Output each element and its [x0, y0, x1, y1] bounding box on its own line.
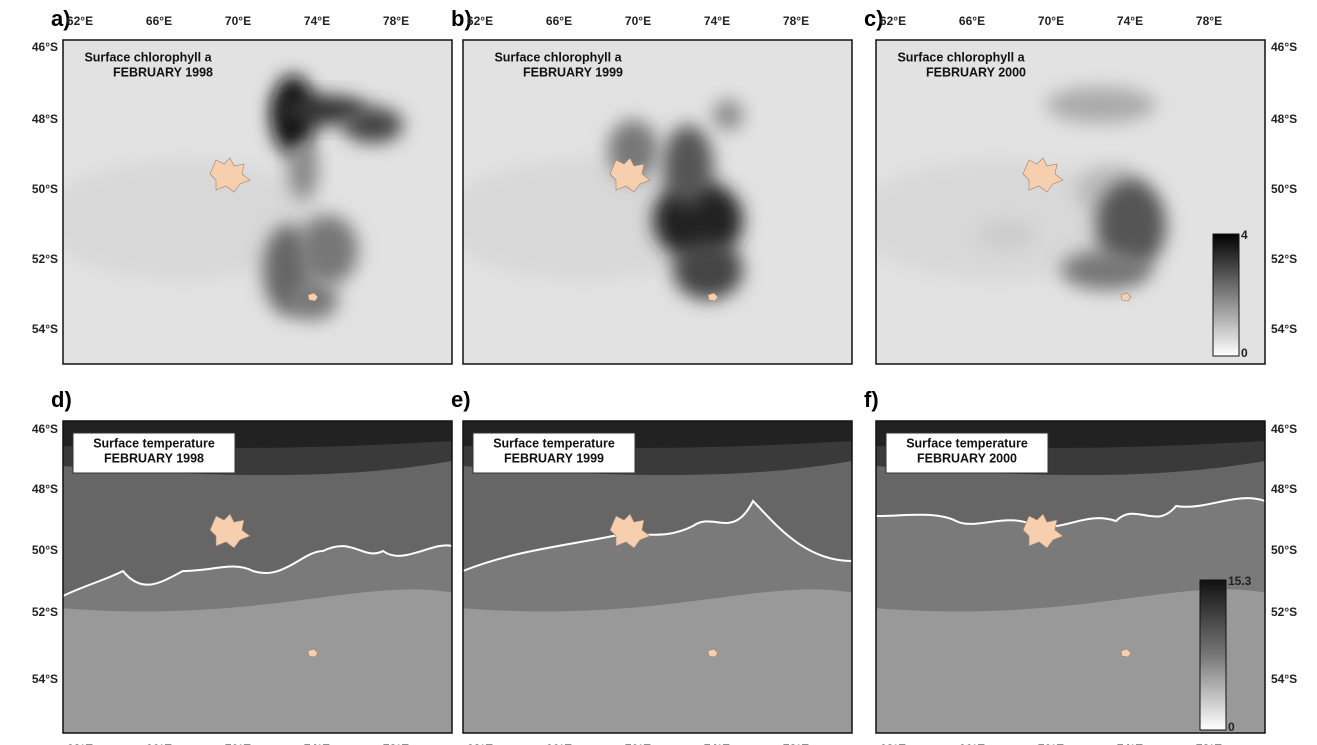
- map-area: [443, 40, 852, 364]
- lon-label: 74°E: [304, 14, 330, 28]
- lat-label: 52°S: [1271, 605, 1297, 619]
- lat-label: 52°S: [1271, 252, 1297, 266]
- colorbar-min: 0: [1228, 720, 1235, 734]
- panel-title: Surface chlorophyll a: [494, 50, 622, 64]
- panel-title: FEBRUARY 1998: [104, 451, 204, 465]
- lat-label: 54°S: [1271, 672, 1297, 686]
- panel-label: f): [864, 387, 879, 412]
- panel-label: e): [451, 387, 471, 412]
- lon-label: 70°E: [225, 14, 251, 28]
- lon-label: 66°E: [546, 14, 572, 28]
- lon-label: 62°E: [880, 14, 906, 28]
- panel-title: FEBRUARY 2000: [926, 65, 1026, 79]
- lat-label: 54°S: [1271, 322, 1297, 336]
- lon-label: 78°E: [383, 14, 409, 28]
- lat-label: 50°S: [1271, 543, 1297, 557]
- chlorophyll-patch: [976, 220, 1036, 250]
- colorbar: [1213, 234, 1239, 356]
- map-area: [856, 40, 1265, 364]
- panel-title: Surface chlorophyll a: [897, 50, 1025, 64]
- lat-label: 48°S: [32, 112, 58, 126]
- lat-label: 54°S: [32, 672, 58, 686]
- lat-label: 54°S: [32, 322, 58, 336]
- lat-label: 50°S: [1271, 182, 1297, 196]
- chlorophyll-patch: [1046, 87, 1156, 123]
- colorbar-min: 0: [1241, 346, 1248, 360]
- lat-label: 50°S: [32, 543, 58, 557]
- lon-label: 62°E: [67, 14, 93, 28]
- panel-title: Surface temperature: [906, 436, 1028, 450]
- lon-label: 66°E: [146, 14, 172, 28]
- lat-label: 52°S: [32, 605, 58, 619]
- lat-label: 48°S: [1271, 112, 1297, 126]
- panel-title: Surface temperature: [493, 436, 615, 450]
- lon-label: 74°E: [704, 14, 730, 28]
- panel-title: Surface temperature: [93, 436, 215, 450]
- lon-label: 78°E: [1196, 14, 1222, 28]
- lat-label: 52°S: [32, 252, 58, 266]
- map-area: [43, 40, 452, 364]
- lon-label: 70°E: [1038, 14, 1064, 28]
- lon-label: 70°E: [625, 14, 651, 28]
- chlorophyll-patch: [343, 107, 403, 143]
- lat-label: 50°S: [32, 182, 58, 196]
- chlorophyll-patch: [663, 125, 713, 205]
- lat-label: 48°S: [32, 482, 58, 496]
- panel-title: FEBRUARY 2000: [917, 451, 1017, 465]
- colorbar: [1200, 580, 1226, 730]
- figure: a)Surface chlorophyll aFEBRUARY 199862°E…: [0, 0, 1317, 745]
- colorbar-max: 15.3: [1228, 574, 1252, 588]
- chlorophyll-patch: [713, 100, 743, 130]
- chlorophyll-patch: [298, 215, 358, 285]
- panel-label: d): [51, 387, 72, 412]
- chlorophyll-patch: [673, 240, 743, 300]
- panel-title: Surface chlorophyll a: [84, 50, 212, 64]
- lat-label: 46°S: [1271, 40, 1297, 54]
- panel-title: FEBRUARY 1998: [113, 65, 213, 79]
- lon-label: 78°E: [783, 14, 809, 28]
- panel-title: FEBRUARY 1999: [523, 65, 623, 79]
- lat-label: 46°S: [32, 422, 58, 436]
- chlorophyll-patch: [1061, 250, 1151, 290]
- lat-label: 48°S: [1271, 482, 1297, 496]
- lat-label: 46°S: [1271, 422, 1297, 436]
- lon-label: 74°E: [1117, 14, 1143, 28]
- lon-label: 62°E: [467, 14, 493, 28]
- chlorophyll-patch: [288, 140, 318, 200]
- lat-label: 46°S: [32, 40, 58, 54]
- panel-title: FEBRUARY 1999: [504, 451, 604, 465]
- lon-label: 66°E: [959, 14, 985, 28]
- colorbar-max: 4: [1241, 228, 1248, 242]
